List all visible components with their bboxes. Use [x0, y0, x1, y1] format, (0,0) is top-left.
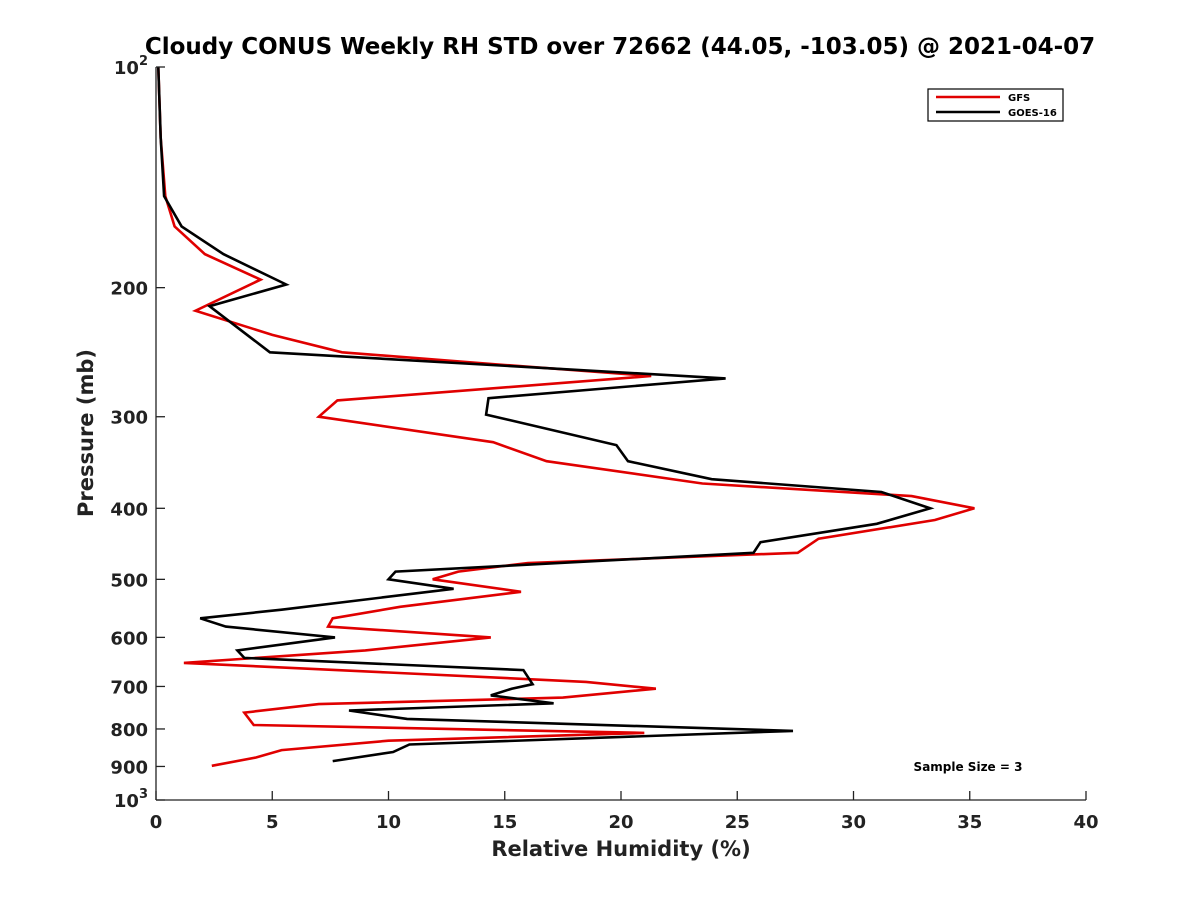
legend-label-goes-16: GOES-16: [1008, 108, 1057, 119]
series-line-gfs: [157, 66, 975, 768]
x-tick-label: 35: [957, 812, 982, 833]
x-tick-label: 10: [376, 812, 401, 833]
x-axis-label: Relative Humidity (%): [491, 837, 750, 861]
y-tick-label: 500: [110, 570, 148, 591]
plot-area: 0 5 10 15 20 25 30 35 40 102 200 300 400 500 600 700 80…: [110, 54, 1098, 833]
x-tick-label: 5: [266, 812, 279, 833]
x-tick-label: 30: [841, 812, 866, 833]
y-tick-label: 700: [110, 677, 148, 698]
plot-background: [156, 67, 1086, 800]
y-tick-label: 900: [110, 757, 148, 778]
x-tick-label: 25: [725, 812, 750, 833]
y-axis-ticks: 102 200 300 400 500 600 700 800 900 103: [110, 54, 165, 812]
y-tick-label: 400: [110, 499, 148, 520]
chart-title: Cloudy CONUS Weekly RH STD over 72662 (4…: [145, 34, 1095, 60]
x-tick-label: 15: [492, 812, 517, 833]
y-axis-label: Pressure (mb): [74, 349, 98, 517]
legend-label-gfs: GFS: [1008, 93, 1030, 104]
x-tick-label: 20: [608, 812, 633, 833]
x-axis-ticks: 0 5 10 15 20 25 30 35 40: [150, 791, 1099, 833]
y-tick-label: 800: [110, 720, 148, 741]
y-tick-label: 300: [110, 408, 148, 429]
x-tick-label: 0: [150, 812, 163, 833]
y-tick-label: 600: [110, 628, 148, 649]
sample-size-annotation: Sample Size = 3: [914, 760, 1023, 774]
y-tick-label: 103: [114, 787, 148, 812]
legend: GFS GOES-16: [927, 88, 1064, 122]
legend-box: [927, 88, 1064, 122]
y-tick-label: 102: [114, 54, 148, 79]
series-line-goes-16: [157, 66, 935, 763]
x-tick-label: 40: [1073, 812, 1098, 833]
y-tick-label: 200: [110, 279, 148, 300]
series-layer: [157, 66, 975, 768]
